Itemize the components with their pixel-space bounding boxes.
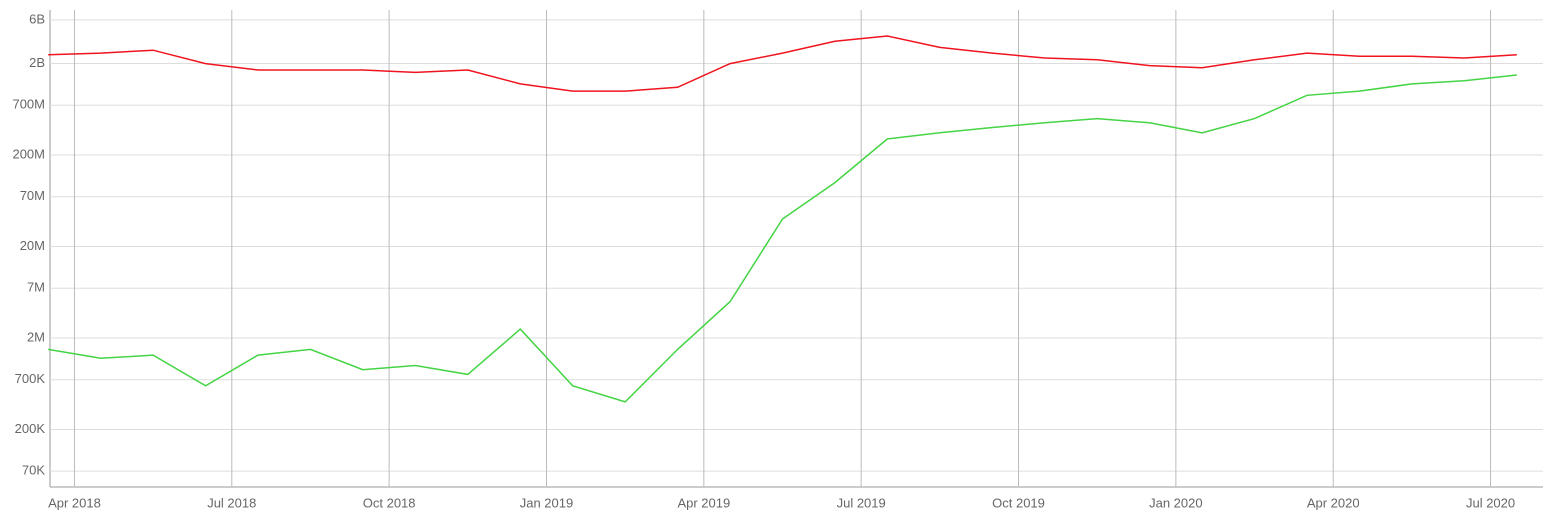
x-tick-label: Jul 2018 — [207, 495, 256, 510]
y-tick-label: 700M — [12, 97, 45, 112]
series-line — [48, 35, 1517, 92]
y-tick-label: 6B — [29, 11, 45, 26]
y-tick-label: 2M — [27, 329, 45, 344]
y-tick-label: 20M — [20, 238, 45, 253]
y-tick-label: 7M — [27, 280, 45, 295]
x-tick-label: Apr 2019 — [677, 495, 730, 510]
series-line — [48, 74, 1517, 403]
x-tick-label: Oct 2019 — [992, 495, 1045, 510]
x-tick-label: Jan 2020 — [1149, 495, 1203, 510]
y-tick-label: 2B — [29, 55, 45, 70]
y-tick-label: 70M — [20, 188, 45, 203]
y-tick-label: 200K — [15, 421, 46, 436]
x-tick-label: Oct 2018 — [363, 495, 416, 510]
y-tick-label: 700K — [15, 371, 46, 386]
x-tick-label: Jul 2020 — [1466, 495, 1515, 510]
x-tick-label: Jan 2019 — [520, 495, 574, 510]
x-tick-label: Jul 2019 — [837, 495, 886, 510]
x-tick-label: Apr 2020 — [1307, 495, 1360, 510]
y-tick-label: 200M — [12, 146, 45, 161]
x-tick-label: Apr 2018 — [48, 495, 101, 510]
y-tick-label: 70K — [22, 463, 45, 478]
